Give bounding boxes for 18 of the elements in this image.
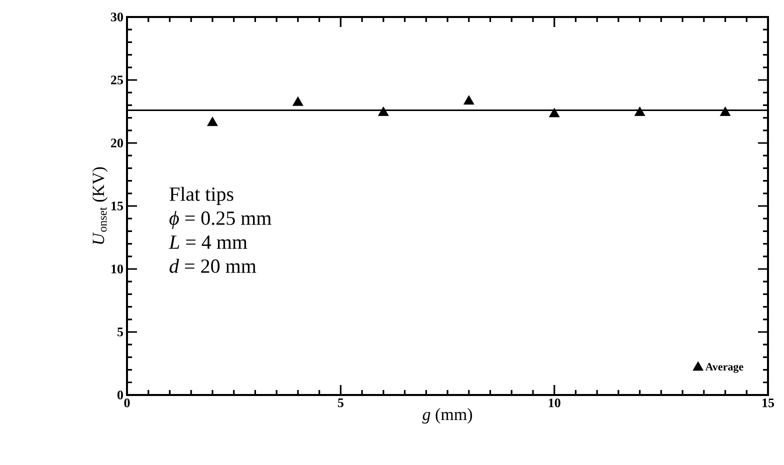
x-tick-label: 5 <box>338 398 344 408</box>
annotation: ϕ = 0.25 mm <box>169 210 272 229</box>
annotation: L = 4 mm <box>168 236 248 249</box>
x-tick-label: 10 <box>548 398 560 408</box>
x-tick-label: 15 <box>762 398 774 408</box>
y-tick-label: 0 <box>117 390 123 400</box>
y-axis-title: U$_{onset}$ (KV) <box>92 167 108 244</box>
annotation: d = 20 mm <box>170 258 256 273</box>
y-tick-label: 20 <box>111 138 123 148</box>
legend-label: Average <box>705 363 744 373</box>
y-tick-label: 5 <box>117 328 123 336</box>
y-tick-label: 15 <box>112 202 123 210</box>
y-tick-label: 30 <box>110 12 123 22</box>
x-axis-title: g (mm) <box>422 408 472 424</box>
annotation: Flat tips <box>170 186 234 205</box>
y-tick-label: 25 <box>111 76 123 84</box>
x-tick-label: 0 <box>124 398 130 408</box>
y-tick-label: 10 <box>112 264 123 274</box>
